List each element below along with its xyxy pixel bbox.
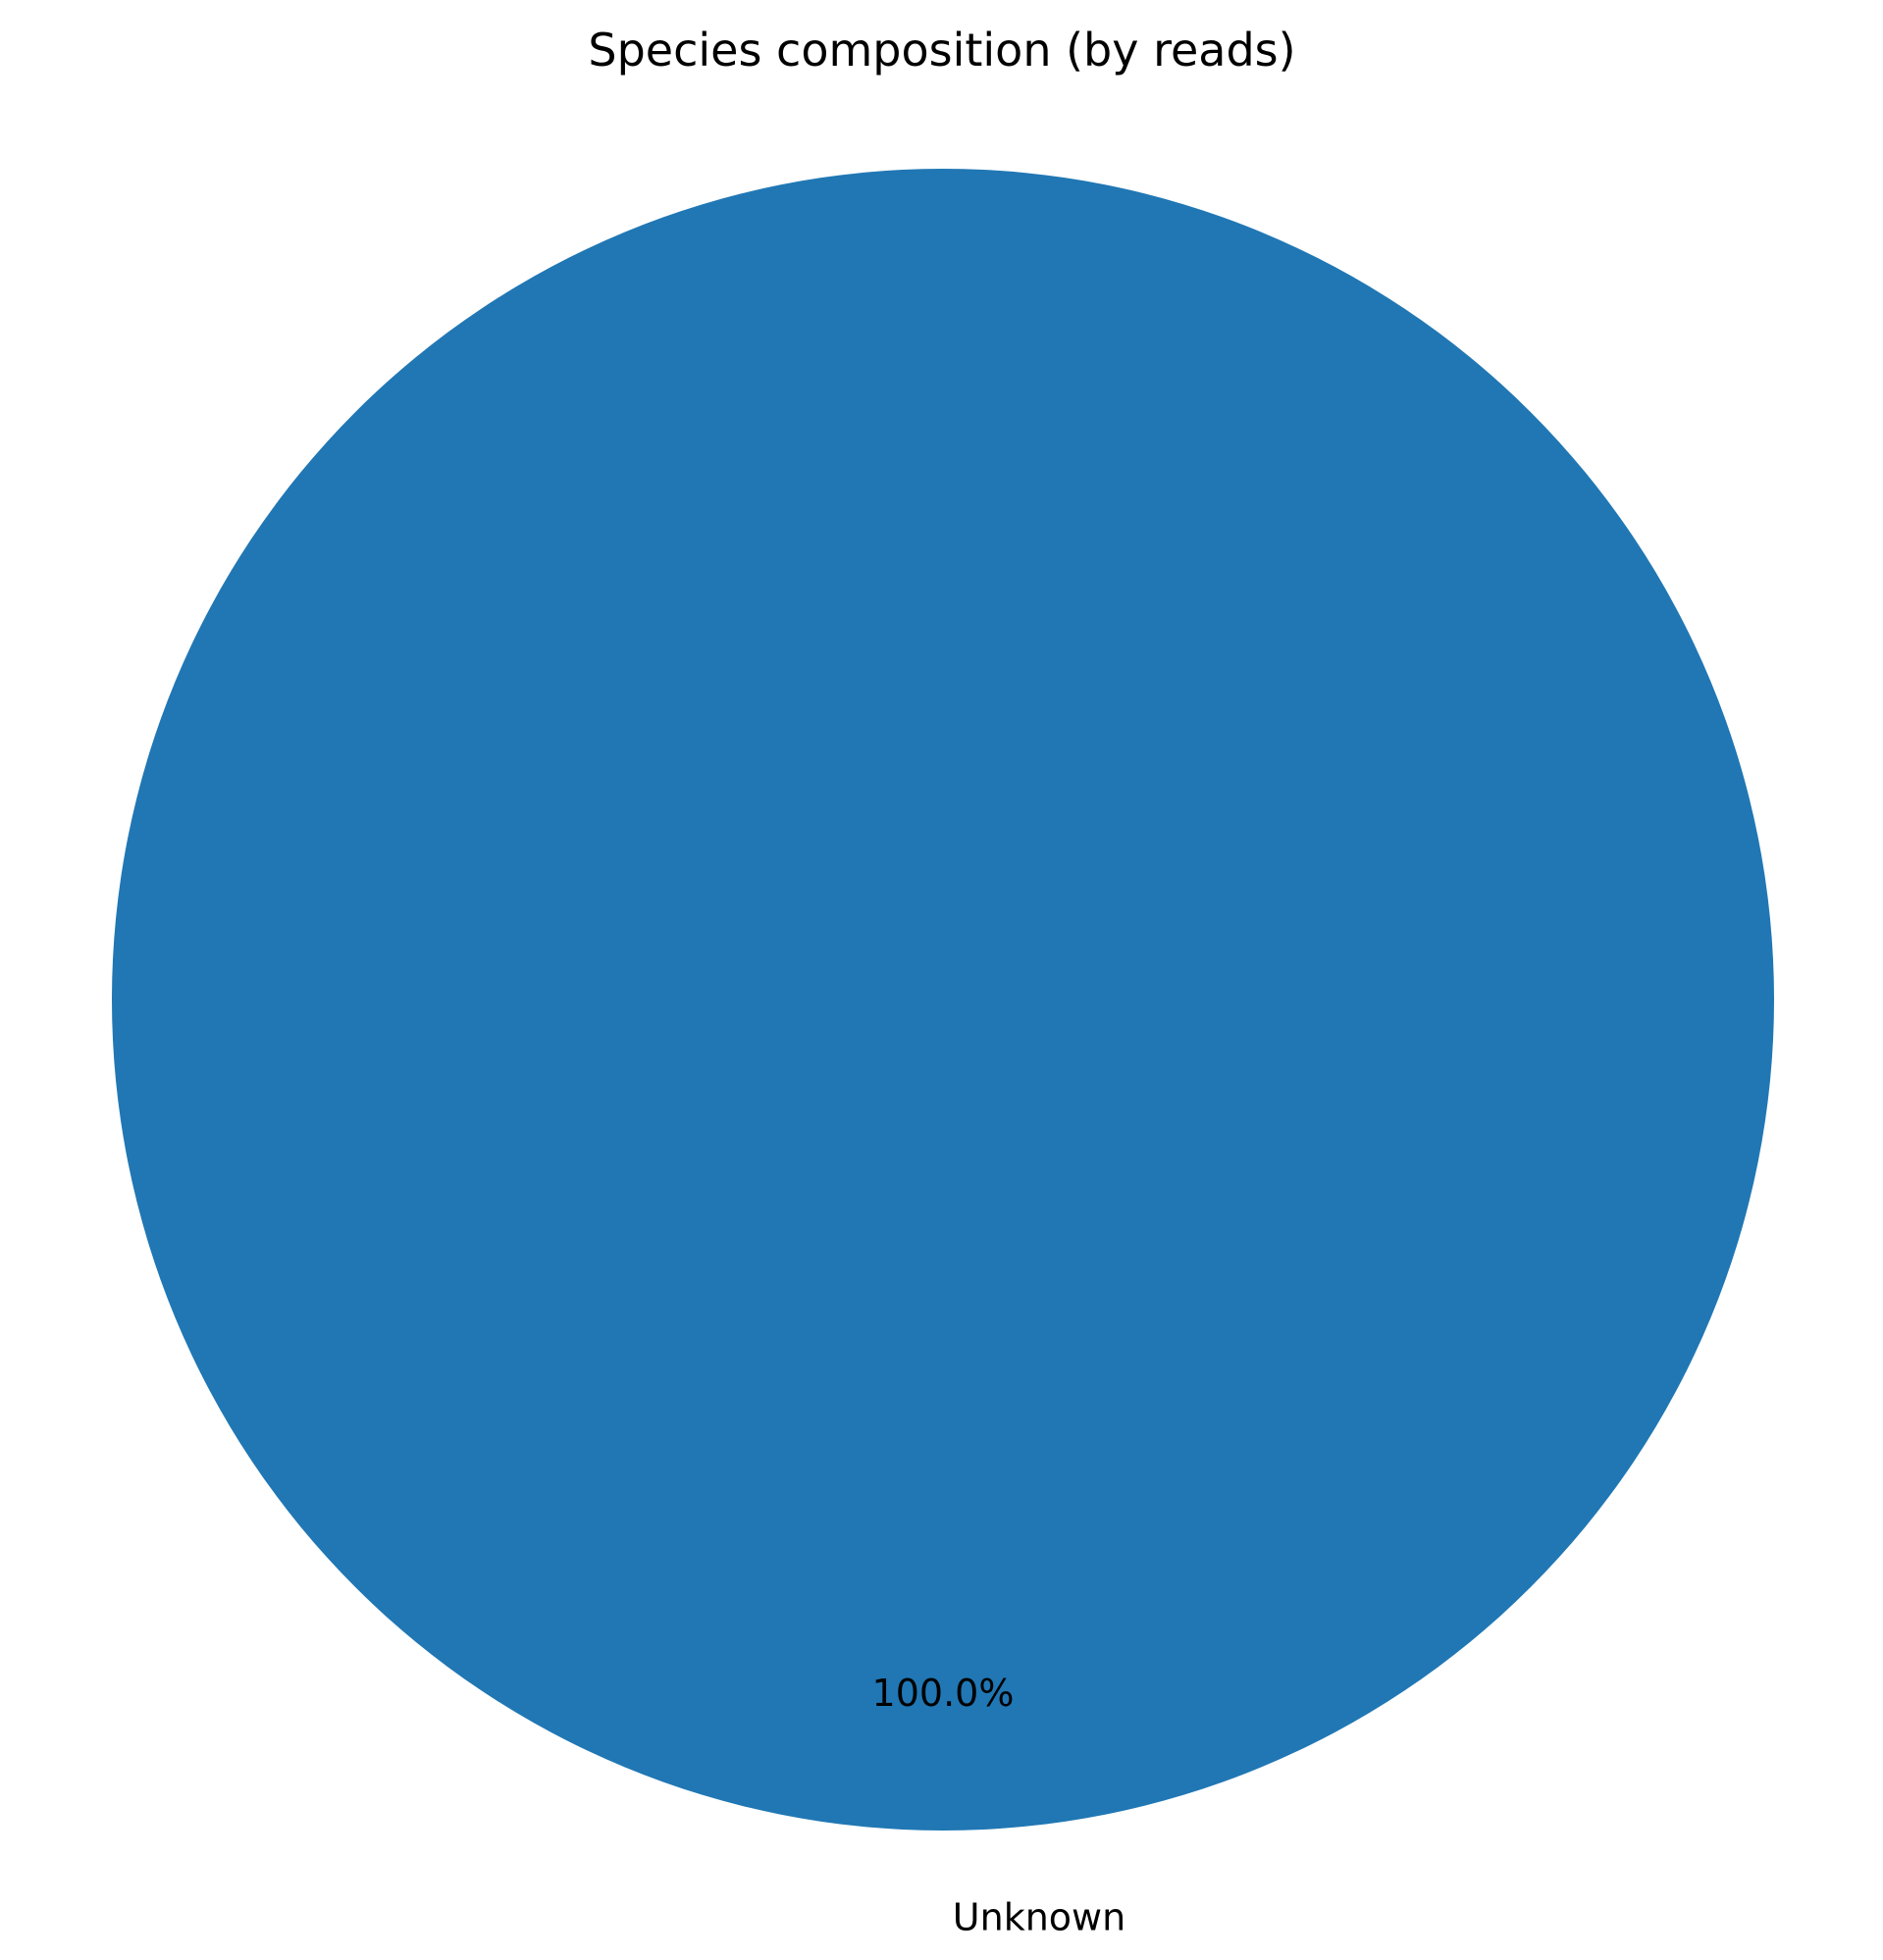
chart-title: Species composition (by reads) [588, 24, 1295, 77]
slice-percent-label: 100.0% [872, 1672, 1015, 1715]
pie-slices [112, 169, 1774, 1831]
slice-category-label: Unknown [953, 1896, 1125, 1939]
pie-slice-unknown [112, 169, 1774, 1831]
pie-labels: 100.0% Unknown [872, 1672, 1126, 1939]
